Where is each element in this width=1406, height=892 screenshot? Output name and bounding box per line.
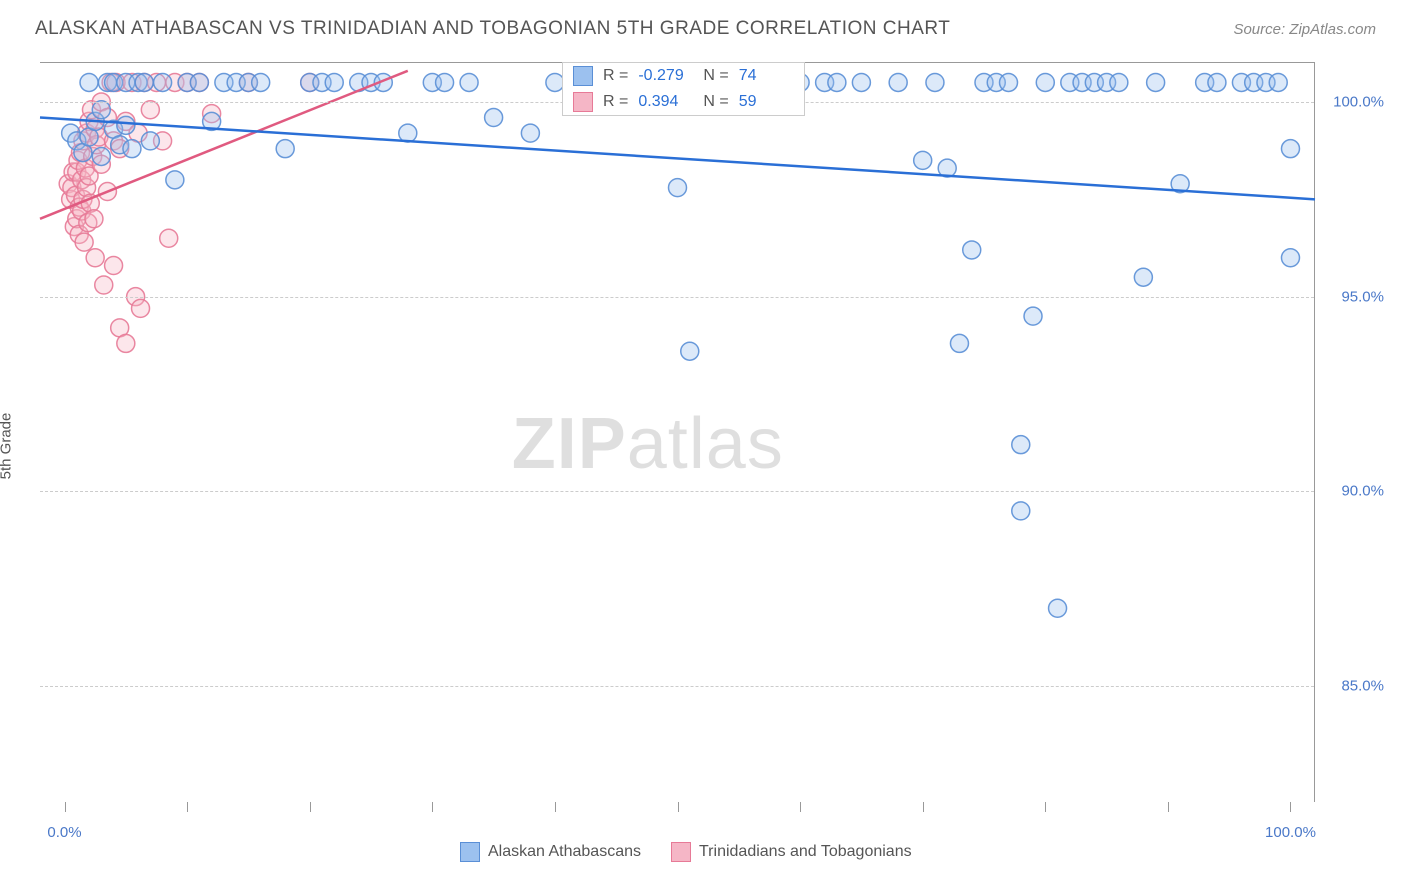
data-point — [75, 233, 93, 251]
data-point — [436, 73, 454, 91]
data-point — [1036, 73, 1054, 91]
x-tick-mark — [65, 802, 66, 812]
data-point — [1208, 73, 1226, 91]
legend-swatch — [573, 66, 593, 86]
gridline-h — [40, 491, 1314, 492]
legend-swatch — [460, 842, 480, 862]
data-point — [252, 73, 270, 91]
legend-row: R = 0.394 N = 59 — [563, 89, 804, 115]
gridline-h — [40, 686, 1314, 687]
n-label: N = — [703, 93, 728, 111]
r-label: R = — [603, 93, 628, 111]
data-point — [1000, 73, 1018, 91]
data-point — [399, 124, 417, 142]
data-point — [80, 73, 98, 91]
data-point — [105, 257, 123, 275]
x-tick-mark — [800, 802, 801, 812]
r-value: 0.394 — [638, 93, 693, 111]
data-point — [914, 151, 932, 169]
y-axis-label: 5th Grade — [0, 413, 15, 480]
y-tick-label: 90.0% — [1324, 483, 1384, 500]
series-legend: Alaskan Athabascans Trinidadians and Toba… — [460, 842, 912, 862]
data-point — [1281, 140, 1299, 158]
legend-item: Alaskan Athabascans — [460, 842, 641, 862]
data-point — [852, 73, 870, 91]
x-tick-mark — [1045, 802, 1046, 812]
data-point — [141, 132, 159, 150]
x-tick-mark — [310, 802, 311, 812]
n-label: N = — [703, 67, 728, 85]
data-point — [1012, 502, 1030, 520]
data-point — [92, 101, 110, 119]
plot-svg — [40, 63, 1315, 803]
scatter-plot: ZIPatlas 100.0%95.0%90.0%85.0% — [40, 62, 1315, 802]
data-point — [950, 334, 968, 352]
data-point — [1012, 436, 1030, 454]
x-tick-mark — [923, 802, 924, 812]
data-point — [926, 73, 944, 91]
x-tick-mark — [1290, 802, 1291, 812]
data-point — [681, 342, 699, 360]
data-point — [1049, 599, 1067, 617]
legend-item: Trinidadians and Tobagonians — [671, 842, 912, 862]
data-point — [963, 241, 981, 259]
data-point — [86, 249, 104, 267]
data-point — [325, 73, 343, 91]
data-point — [1024, 307, 1042, 325]
x-tick-label: 0.0% — [47, 824, 81, 841]
y-tick-label: 100.0% — [1324, 93, 1384, 110]
data-point — [154, 73, 172, 91]
source-citation: Source: ZipAtlas.com — [1233, 21, 1376, 38]
x-tick-mark — [187, 802, 188, 812]
legend-row: R = -0.279 N = 74 — [563, 63, 804, 89]
data-point — [828, 73, 846, 91]
n-value: 74 — [739, 67, 794, 85]
x-tick-mark — [432, 802, 433, 812]
data-point — [85, 210, 103, 228]
data-point — [485, 109, 503, 127]
data-point — [1110, 73, 1128, 91]
y-tick-label: 95.0% — [1324, 288, 1384, 305]
data-point — [1134, 268, 1152, 286]
legend-swatch — [671, 842, 691, 862]
legend-label: Trinidadians and Tobagonians — [699, 843, 912, 860]
data-point — [190, 73, 208, 91]
r-label: R = — [603, 67, 628, 85]
data-point — [460, 73, 478, 91]
data-point — [889, 73, 907, 91]
x-tick-label: 100.0% — [1265, 824, 1316, 841]
data-point — [160, 229, 178, 247]
x-tick-mark — [555, 802, 556, 812]
data-point — [132, 299, 150, 317]
data-point — [276, 140, 294, 158]
gridline-h — [40, 297, 1314, 298]
y-tick-label: 85.0% — [1324, 678, 1384, 695]
data-point — [1147, 73, 1165, 91]
data-point — [135, 73, 153, 91]
chart-title: ALASKAN ATHABASCAN VS TRINIDADIAN AND TO… — [35, 18, 950, 40]
data-point — [141, 101, 159, 119]
data-point — [117, 334, 135, 352]
data-point — [521, 124, 539, 142]
correlation-legend: R = -0.279 N = 74 R = 0.394 N = 59 — [562, 62, 805, 116]
legend-label: Alaskan Athabascans — [488, 843, 641, 860]
data-point — [1281, 249, 1299, 267]
data-point — [123, 140, 141, 158]
x-tick-mark — [1168, 802, 1169, 812]
n-value: 59 — [739, 93, 794, 111]
legend-swatch — [573, 92, 593, 112]
r-value: -0.279 — [638, 67, 693, 85]
data-point — [1269, 73, 1287, 91]
x-tick-mark — [678, 802, 679, 812]
data-point — [669, 179, 687, 197]
data-point — [92, 147, 110, 165]
data-point — [117, 116, 135, 134]
data-point — [166, 171, 184, 189]
data-point — [95, 276, 113, 294]
